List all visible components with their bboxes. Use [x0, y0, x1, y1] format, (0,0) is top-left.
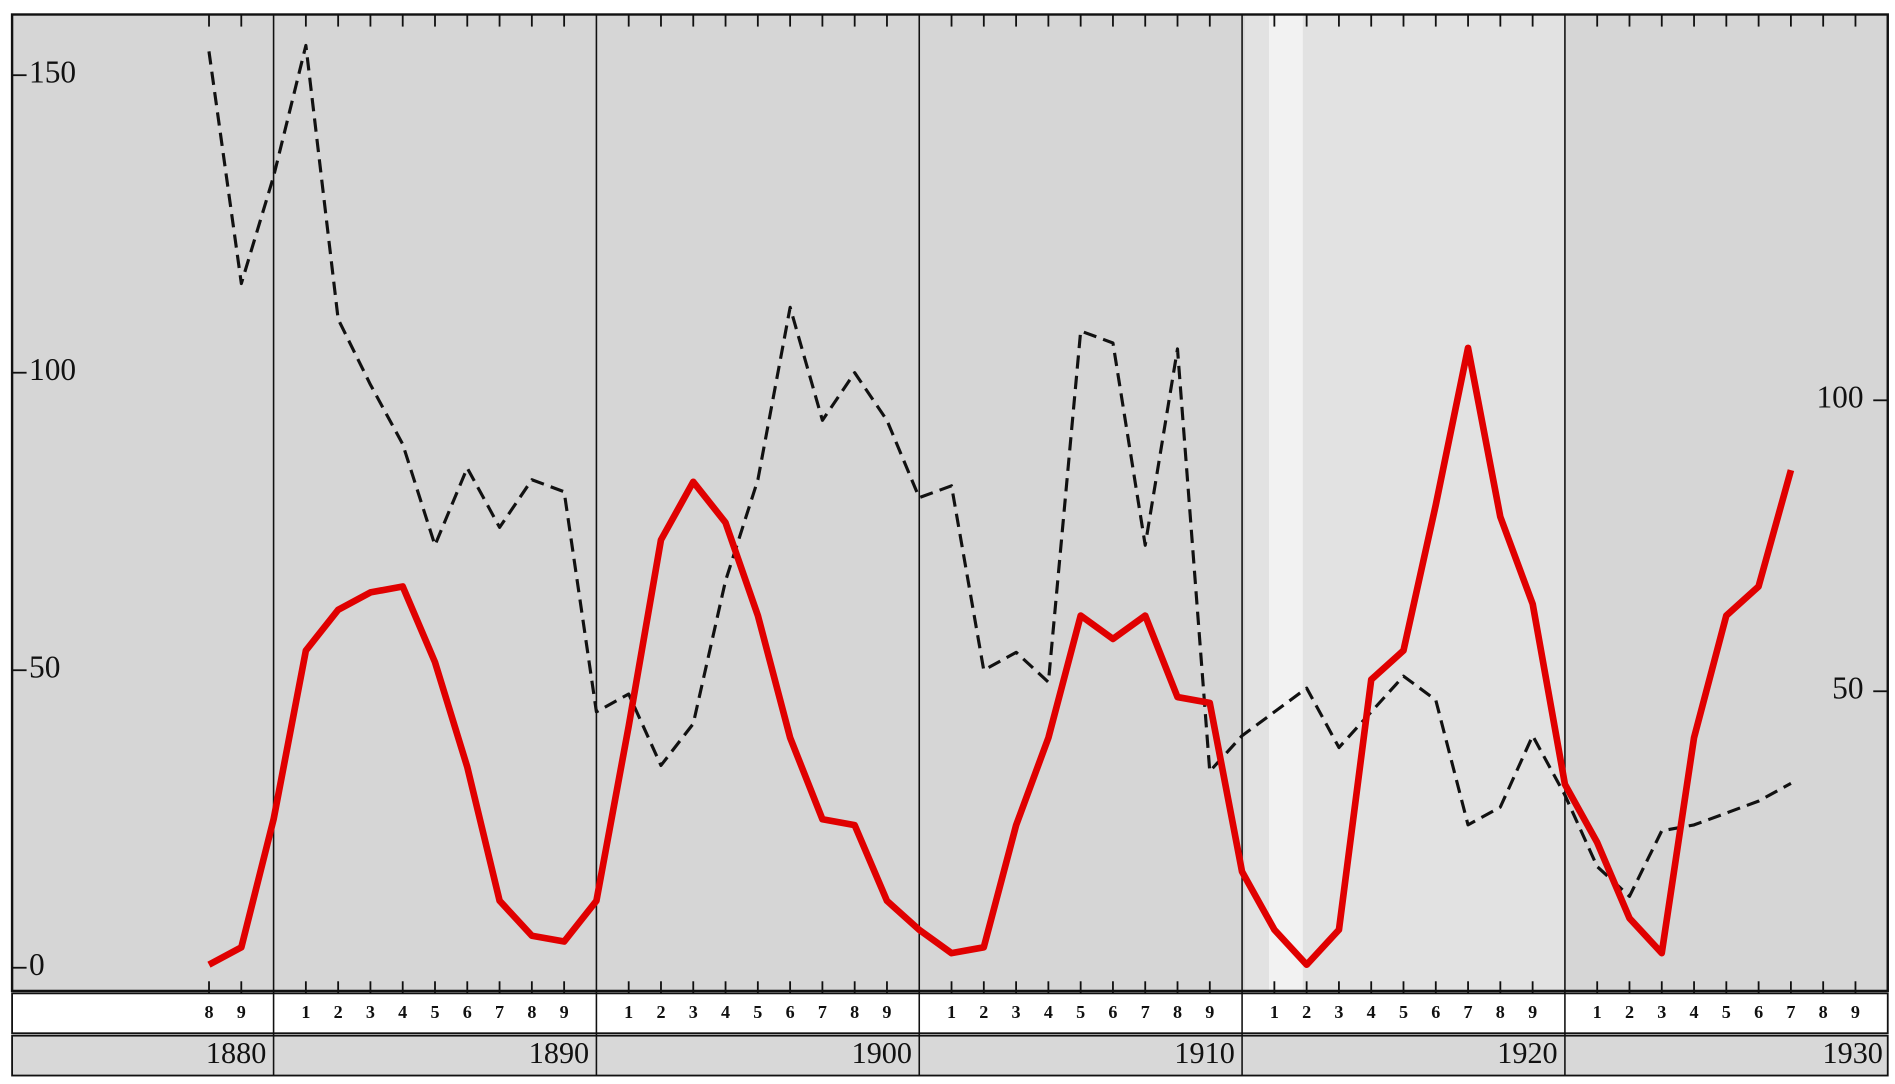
dashed-line — [207, 43, 1792, 898]
minor-label-row — [11, 992, 1889, 1035]
x-tick-label: 5 — [753, 1002, 762, 1022]
x-tick-label: 4 — [721, 1002, 730, 1022]
x-tick-label: 4 — [1367, 1002, 1376, 1022]
scan-glare — [1268, 14, 1303, 991]
x-tick-label: 4 — [1690, 1002, 1699, 1022]
x-tick-label: 7 — [1786, 1002, 1795, 1022]
x-tick-label: 9 — [237, 1002, 246, 1022]
x-tick-label: 4 — [398, 1002, 407, 1022]
y2-tick-label: 100 — [1816, 380, 1863, 415]
x-tick-label: 9 — [882, 1002, 891, 1022]
x-tick-label: 8 — [1496, 1002, 1505, 1022]
y-tick-label: 0 — [29, 947, 45, 982]
x-tick-label: 2 — [1625, 1002, 1634, 1022]
y-tick-label: 100 — [29, 352, 76, 387]
x-tick-label: 8 — [1819, 1002, 1828, 1022]
x-tick-label: 1 — [1593, 1002, 1602, 1022]
x-tick-label: 3 — [1012, 1002, 1021, 1022]
x-tick-label: 2 — [1302, 1002, 1311, 1022]
x-tick-label: 8 — [1173, 1002, 1182, 1022]
x-tick-label: 1 — [624, 1002, 633, 1022]
decade-label: 1930 — [1823, 1036, 1883, 1070]
x-tick-label: 5 — [1722, 1002, 1731, 1022]
x-tick-label: 3 — [366, 1002, 375, 1022]
y-tick-label: 50 — [29, 649, 60, 684]
x-tick-label: 7 — [495, 1002, 504, 1022]
x-tick-label: 8 — [204, 1002, 213, 1022]
x-tick-label: 1 — [301, 1002, 310, 1022]
x-tick-label: 9 — [560, 1002, 569, 1022]
decade-label: 1920 — [1497, 1036, 1557, 1070]
plot-layer: 0 50 100 150 50 100 8 9 1 2 3 4 5 6 7 8 9 1 2 3 4 5 6 7 8 9 1 2 3 4 5 6… — [12, 14, 1888, 1076]
x-tick-label: 6 — [1431, 1002, 1440, 1022]
x-tick-label: 9 — [1205, 1002, 1214, 1022]
x-tick-label: 6 — [1754, 1002, 1763, 1022]
x-tick-label: 2 — [656, 1002, 665, 1022]
x-tick-label: 6 — [463, 1002, 472, 1022]
decade-label: 1880 — [206, 1036, 266, 1070]
red-line — [207, 344, 1795, 969]
y2-tick-label: 50 — [1832, 670, 1863, 705]
x-tick-label: 5 — [1399, 1002, 1408, 1022]
x-tick-label: 8 — [527, 1002, 536, 1022]
x-tick-label: 5 — [1076, 1002, 1085, 1022]
x-tick-label: 7 — [1141, 1002, 1150, 1022]
x-tick-label: 9 — [1528, 1002, 1537, 1022]
x-tick-label: 4 — [1044, 1002, 1053, 1022]
plot-background — [12, 14, 1888, 991]
x-tick-label: 6 — [1108, 1002, 1117, 1022]
plot-frame — [10, 13, 1889, 993]
x-tick-label: 8 — [850, 1002, 859, 1022]
y-tick-label: 150 — [29, 54, 76, 89]
decade-label: 1890 — [529, 1036, 589, 1070]
x-tick-label: 1 — [1270, 1002, 1279, 1022]
x-tick-label: 6 — [786, 1002, 795, 1022]
decade-label: 1910 — [1174, 1036, 1234, 1070]
x-tick-label: 1 — [947, 1002, 956, 1022]
major-label-row — [11, 1034, 1889, 1077]
x-tick-label: 9 — [1851, 1002, 1860, 1022]
x-tick-label: 5 — [430, 1002, 439, 1022]
x-tick-label: 2 — [979, 1002, 988, 1022]
x-tick-label: 3 — [689, 1002, 698, 1022]
x-tick-label: 7 — [818, 1002, 827, 1022]
x-tick-label: 2 — [334, 1002, 343, 1022]
x-tick-label: 7 — [1464, 1002, 1473, 1022]
decade-label: 1900 — [852, 1036, 912, 1070]
x-tick-label: 3 — [1657, 1002, 1666, 1022]
x-tick-label: 3 — [1334, 1002, 1343, 1022]
